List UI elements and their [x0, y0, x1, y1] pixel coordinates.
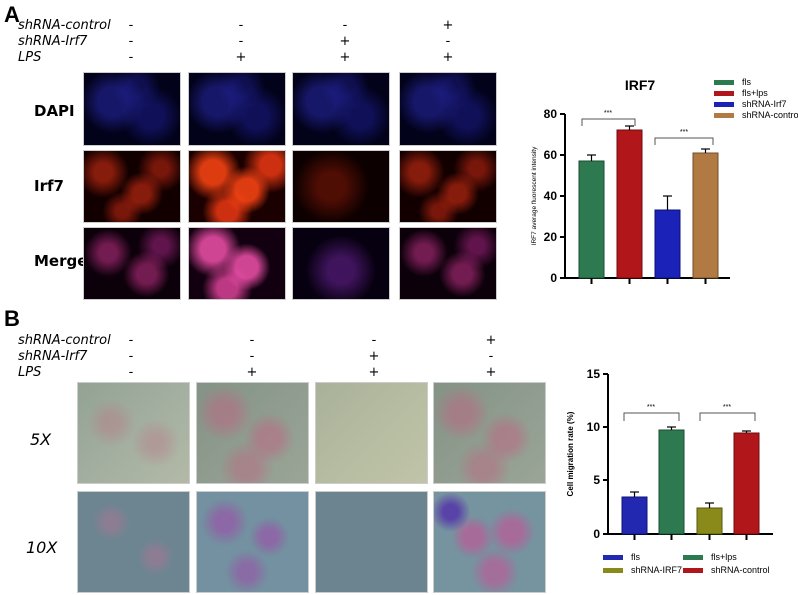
svg-text:0: 0: [550, 271, 557, 285]
condition-sign: -: [488, 349, 494, 364]
condition-sign: -: [128, 365, 134, 380]
condition-label: LPS: [18, 365, 42, 380]
bar-shrna-control: [692, 152, 719, 279]
bar-shrna-irf7: [696, 507, 723, 535]
row-label-5x: 5X: [30, 430, 52, 449]
row-label-10x: 10X: [26, 538, 58, 557]
svg-text:40: 40: [544, 189, 558, 203]
condition-sign: +: [235, 50, 247, 65]
svg-text:***: ***: [680, 129, 688, 136]
condition-sign: +: [485, 365, 497, 380]
dapi-image-4: [399, 72, 497, 146]
migration-10x-image-4: [433, 491, 546, 593]
legend-item-shrna-control: shRNA-control: [714, 110, 798, 120]
bar-fls-lps: [658, 429, 685, 535]
condition-sign: +: [339, 50, 351, 65]
svg-text:15: 15: [587, 367, 601, 381]
condition-sign: -: [371, 333, 377, 348]
condition-label: shRNA-control: [18, 18, 111, 33]
migration-chart-svg: 15 10 5 0 Cell migration rate (%) *** **…: [566, 367, 773, 541]
condition-label: LPS: [18, 50, 42, 65]
irf7-chart-svg: IRF7 80 60 40 20 0 IRF7 average fluoresc…: [531, 77, 730, 285]
condition-sign: +: [368, 365, 380, 380]
condition-sign: -: [342, 18, 348, 33]
panel-a-letter: A: [4, 2, 20, 27]
condition-sign: -: [128, 34, 134, 49]
y-axis-label: Cell migration rate (%): [566, 411, 575, 496]
condition-sign: +: [368, 349, 380, 364]
condition-sign: +: [246, 365, 258, 380]
panel-b-letter: B: [4, 306, 20, 331]
svg-text:10: 10: [587, 420, 601, 434]
condition-sign: -: [445, 34, 451, 49]
svg-text:20: 20: [544, 230, 558, 244]
migration-10x-image-2: [196, 491, 309, 593]
irf7-image-3: [292, 150, 390, 223]
merge-image-3: [292, 227, 390, 300]
dapi-image-1: [83, 72, 181, 146]
condition-sign: -: [238, 18, 244, 33]
row-label-merge: Merge: [34, 252, 88, 270]
bar-shrna-control: [733, 432, 760, 535]
merge-image-4: [399, 227, 497, 300]
row-label-dapi: DAPI: [34, 102, 75, 120]
legend-item-shrna-control: shRNA-control: [683, 565, 770, 575]
migration-5x-image-3: [315, 382, 428, 484]
condition-sign: +: [485, 333, 497, 348]
condition-sign: -: [238, 34, 244, 49]
migration-5x-image-1: [77, 382, 190, 484]
legend-item-shrna-irf7: shRNA-IRF7: [603, 565, 682, 575]
dapi-image-2: [188, 72, 286, 146]
condition-sign: -: [249, 333, 255, 348]
bar-fls-lps: [616, 129, 643, 279]
condition-sign: -: [128, 50, 134, 65]
svg-text:80: 80: [544, 107, 558, 121]
condition-sign: -: [128, 349, 134, 364]
legend-item-fls-lps: fls+lps: [714, 88, 768, 98]
condition-label: shRNA-Irf7: [18, 349, 88, 364]
svg-text:0: 0: [593, 527, 600, 541]
legend-item-fls: fls: [714, 77, 751, 87]
y-axis-label: IRF7 average fluorescent intensity: [531, 146, 538, 245]
condition-sign: +: [442, 50, 454, 65]
row-label-irf7: Irf7: [34, 177, 64, 195]
irf7-image-4: [399, 150, 497, 223]
svg-text:***: ***: [723, 404, 731, 411]
condition-sign: -: [249, 349, 255, 364]
migration-5x-image-2: [196, 382, 309, 484]
migration-5x-image-4: [433, 382, 546, 484]
svg-text:***: ***: [604, 110, 612, 117]
irf7-chart: IRF7 80 60 40 20 0 IRF7 average fluoresc…: [520, 60, 798, 300]
condition-label: shRNA-control: [18, 333, 111, 348]
legend-item-shrna-irf7: shRNA-Irf7: [714, 99, 787, 109]
condition-sign: -: [128, 333, 134, 348]
merge-image-1: [83, 227, 181, 300]
dapi-image-3: [292, 72, 390, 146]
bar-fls: [621, 496, 648, 535]
condition-label: shRNA-Irf7: [18, 34, 88, 49]
svg-text:60: 60: [544, 148, 558, 162]
chart-title: IRF7: [625, 77, 656, 93]
migration-10x-image-1: [77, 491, 190, 593]
irf7-image-2: [188, 150, 286, 223]
condition-sign: +: [339, 34, 351, 49]
condition-sign: +: [442, 18, 454, 33]
condition-sign: -: [128, 18, 134, 33]
migration-chart: 15 10 5 0 Cell migration rate (%) *** **…: [555, 360, 798, 590]
legend-item-fls-lps: fls+lps: [683, 552, 737, 562]
bar-fls: [578, 160, 605, 279]
irf7-image-1: [83, 150, 181, 223]
svg-text:***: ***: [647, 404, 655, 411]
migration-10x-image-3: [315, 491, 428, 593]
merge-image-2: [188, 227, 286, 300]
bar-shrna-irf7: [654, 209, 681, 279]
svg-text:5: 5: [593, 473, 600, 487]
legend-item-fls: fls: [603, 552, 640, 562]
